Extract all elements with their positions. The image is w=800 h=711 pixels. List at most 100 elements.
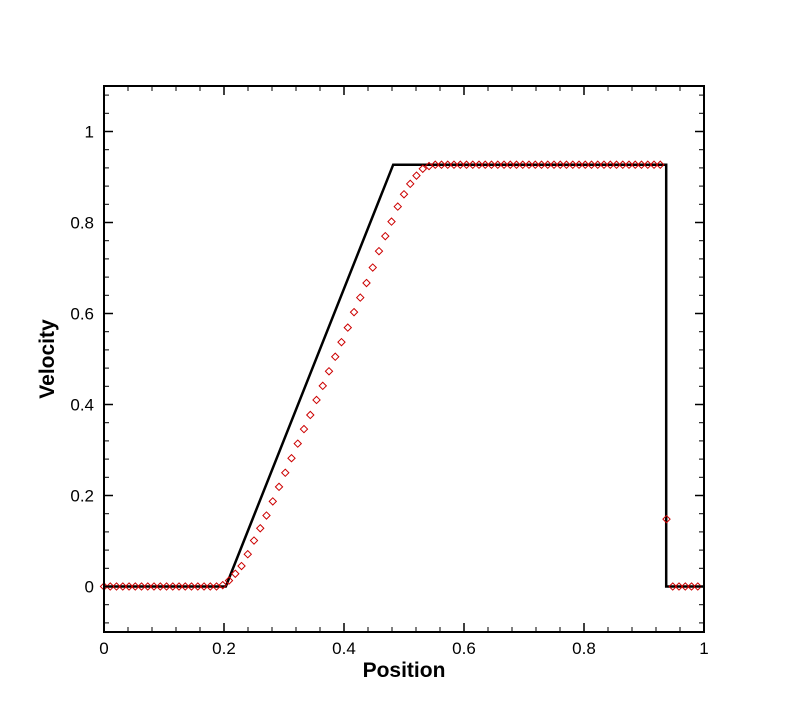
diamond-marker: [143, 582, 153, 591]
x-axis-title: Position: [363, 659, 446, 682]
diamond-marker: [474, 160, 484, 170]
diamond-marker: [274, 482, 284, 492]
x-tick-label: 0.6: [452, 639, 476, 658]
diamond-marker: [512, 160, 521, 170]
diamond-marker: [124, 582, 134, 591]
y-tick-label: 0.2: [70, 487, 94, 506]
diamond-marker: [487, 160, 496, 170]
diamond-marker: [224, 576, 234, 585]
diamond-marker: [637, 160, 646, 170]
diamond-marker: [255, 523, 265, 533]
diamond-marker: [393, 202, 403, 211]
diamond-marker: [518, 160, 528, 170]
diamond-marker: [243, 549, 253, 559]
x-tick-label: 0.4: [332, 639, 356, 658]
diamond-marker: [305, 410, 315, 420]
diamond-marker: [362, 278, 371, 288]
diamond-marker: [330, 352, 340, 362]
diamond-marker: [580, 160, 590, 170]
diamond-marker: [674, 582, 684, 591]
diamond-marker: [587, 160, 596, 170]
diamond-marker: [368, 263, 378, 272]
diamond-marker: [187, 582, 196, 591]
diamond-marker: [168, 582, 178, 591]
diamond-marker: [287, 453, 296, 463]
diamond-marker: [555, 160, 565, 170]
y-tick-label: 1: [85, 123, 94, 142]
diamond-marker: [437, 160, 446, 170]
diamond-marker: [455, 160, 465, 170]
diamond-marker: [612, 160, 621, 170]
diamond-marker: [112, 582, 121, 591]
diamond-marker: [399, 189, 409, 199]
diamond-marker: [149, 582, 159, 591]
diamond-marker: [162, 582, 171, 591]
y-tick-label: 0: [85, 578, 94, 597]
diamond-marker: [668, 582, 678, 591]
diamond-marker: [218, 580, 228, 590]
diamond-marker: [574, 160, 584, 170]
diamond-marker: [268, 497, 278, 506]
diamond-marker: [630, 160, 640, 170]
diamond-marker: [312, 395, 321, 405]
diamond-marker: [137, 582, 146, 591]
diamond-marker: [349, 307, 359, 317]
diamond-marker: [568, 160, 578, 170]
diamond-marker: [262, 511, 271, 520]
exact-solution-line: [104, 163, 704, 588]
diamond-marker: [155, 582, 165, 591]
y-axis-title: Velocity: [36, 319, 59, 399]
diamond-marker: [324, 366, 334, 376]
diamond-marker: [687, 582, 696, 591]
diamond-marker: [599, 160, 609, 170]
diamond-marker: [449, 160, 459, 170]
diamond-marker: [130, 582, 140, 591]
diamond-marker: [537, 160, 546, 170]
diamond-marker: [493, 160, 503, 170]
x-tick-label: 0.8: [572, 639, 596, 658]
diamond-marker: [430, 160, 440, 170]
diamond-marker: [530, 160, 540, 170]
diamond-marker: [468, 160, 478, 170]
diamond-marker: [618, 160, 628, 170]
diamond-marker: [318, 381, 328, 391]
x-tick-label: 0: [99, 639, 108, 658]
diamond-marker: [412, 171, 421, 180]
diamond-marker: [237, 561, 246, 571]
diamond-marker: [418, 164, 428, 174]
diamond-marker: [480, 160, 490, 170]
x-tick-label: 1: [699, 639, 708, 658]
diamond-marker: [405, 179, 415, 189]
diamond-marker: [643, 160, 653, 170]
diamond-marker: [249, 536, 259, 545]
diamond-marker: [193, 582, 203, 591]
y-tick-label: 0.6: [70, 305, 94, 324]
diamond-marker: [355, 293, 365, 302]
diamond-marker: [280, 468, 290, 478]
diamond-marker: [549, 160, 559, 170]
diamond-marker: [605, 160, 615, 170]
diamond-marker: [337, 337, 346, 347]
diamond-marker: [105, 582, 115, 591]
diamond-marker: [293, 439, 303, 448]
y-tick-label: 0.4: [70, 396, 94, 415]
diamond-marker: [662, 514, 671, 524]
diamond-marker: [343, 323, 353, 332]
diamond-marker: [380, 231, 390, 241]
diamond-marker: [593, 160, 603, 170]
diamond-marker: [205, 582, 215, 591]
diamond-marker: [499, 160, 509, 170]
diamond-marker: [118, 582, 128, 591]
diamond-marker: [693, 582, 703, 591]
axis-ticks: 0 0.2 0.4 0.6 0.8 1 0 0.2 0.4 0.6 0.8 1: [70, 86, 709, 658]
plot-marks: [99, 160, 704, 591]
diamond-marker: [655, 160, 665, 170]
diamond-marker: [562, 160, 571, 170]
diamond-marker: [462, 160, 471, 170]
diamond-marker: [174, 582, 184, 591]
x-tick-label: 0.2: [212, 639, 236, 658]
diamond-marker: [543, 160, 553, 170]
diamond-marker: [374, 246, 384, 256]
y-tick-label: 0.8: [70, 214, 94, 233]
